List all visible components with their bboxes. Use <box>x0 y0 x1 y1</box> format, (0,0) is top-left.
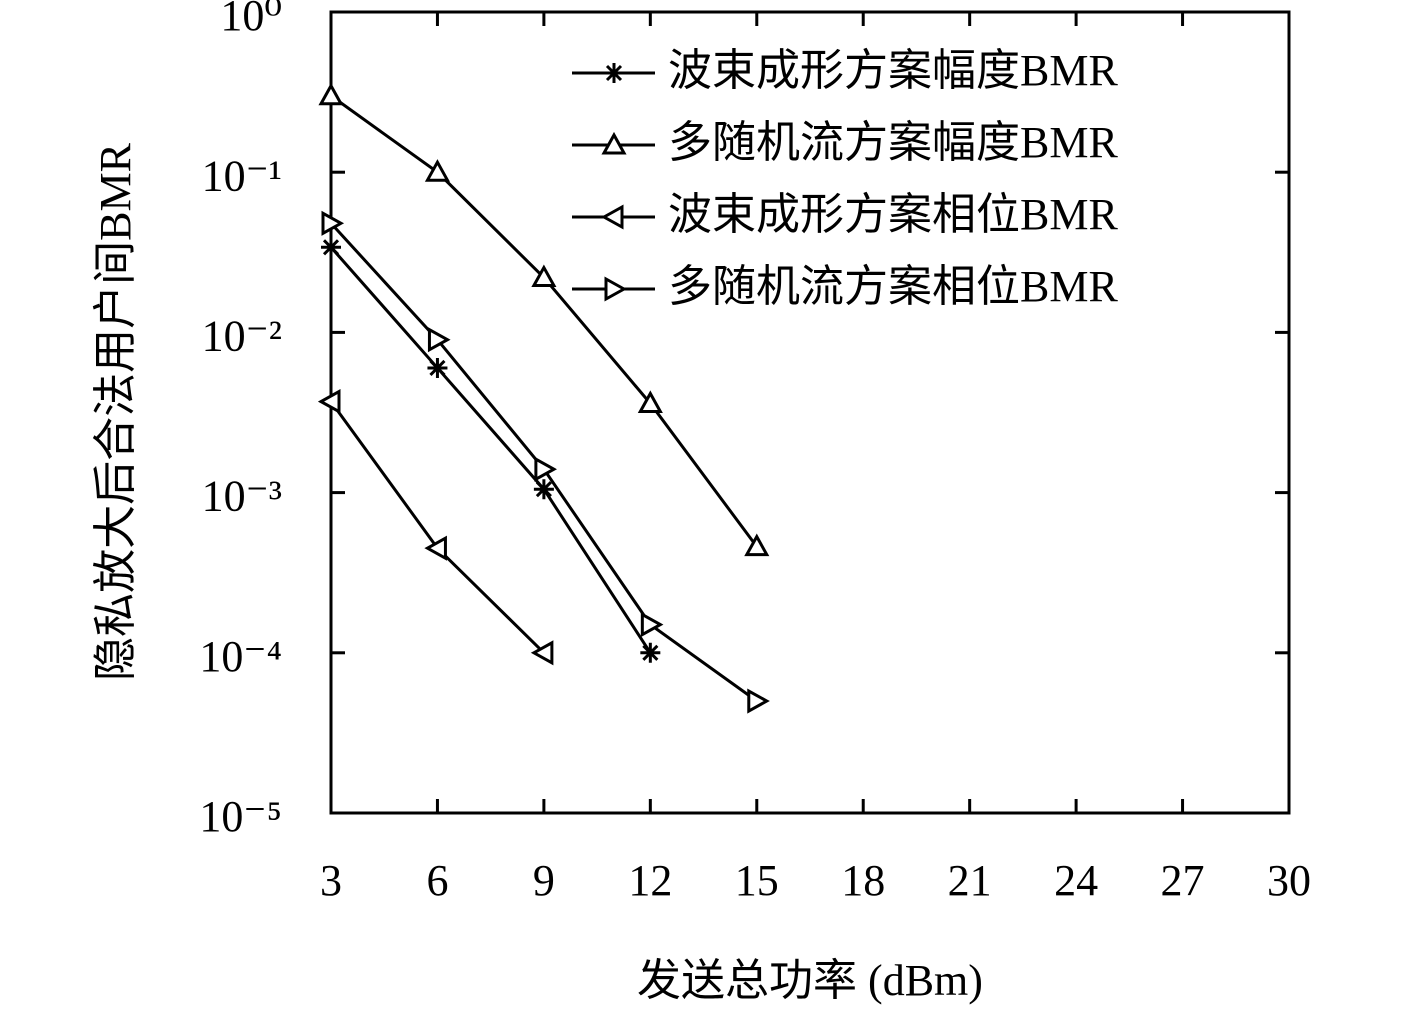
legend-label: 波束成形方案相位BMR <box>668 190 1118 239</box>
legend-label: 波束成形方案幅度BMR <box>668 46 1118 95</box>
marker <box>318 82 344 106</box>
marker <box>427 327 451 353</box>
marker <box>531 264 557 288</box>
legend-label: 多随机流方案相位BMR <box>668 262 1118 311</box>
marker <box>530 640 554 666</box>
x-tick-label: 30 <box>1267 856 1311 905</box>
legend-label: 多随机流方案幅度BMR <box>668 118 1118 167</box>
legend-marker <box>604 276 628 302</box>
marker <box>744 533 770 557</box>
marker <box>640 642 661 663</box>
marker <box>321 237 341 258</box>
marker <box>747 688 770 714</box>
x-tick-label: 6 <box>426 856 448 905</box>
marker <box>424 159 450 182</box>
y-tick-label: 10⁻¹ <box>202 151 282 200</box>
marker <box>534 456 557 482</box>
x-tick-label: 15 <box>735 856 779 905</box>
marker <box>533 479 554 500</box>
y-tick-label: 10⁻⁵ <box>199 792 282 841</box>
x-tick-label: 27 <box>1161 856 1205 905</box>
marker <box>637 390 663 413</box>
marker <box>640 612 664 638</box>
marker <box>317 389 341 415</box>
legend-marker <box>601 131 627 155</box>
y-tick-label: 10⁻³ <box>202 472 282 521</box>
x-tick-label: 18 <box>841 856 885 905</box>
x-tick-label: 21 <box>948 856 992 905</box>
y-tick-label: 10⁻⁴ <box>199 632 282 681</box>
plot-frame <box>329 10 1291 815</box>
x-axis-label: 发送总功率 (dBm) <box>637 956 983 1005</box>
y-tick-label: 10⁰ <box>220 0 282 40</box>
x-tick-label: 12 <box>628 856 672 905</box>
marker <box>427 357 448 378</box>
x-tick-label: 24 <box>1054 856 1098 905</box>
series-line <box>329 246 652 654</box>
marker <box>424 535 447 561</box>
legend-marker <box>600 204 624 230</box>
x-tick-label: 9 <box>533 856 555 905</box>
x-tick-label: 3 <box>320 856 342 905</box>
marker <box>321 210 345 236</box>
y-axis-label: 隐私放大后合法用户间BMR <box>91 142 140 680</box>
y-tick-label: 10⁻² <box>202 311 282 360</box>
series-line <box>329 400 545 654</box>
legend-marker <box>604 63 624 83</box>
